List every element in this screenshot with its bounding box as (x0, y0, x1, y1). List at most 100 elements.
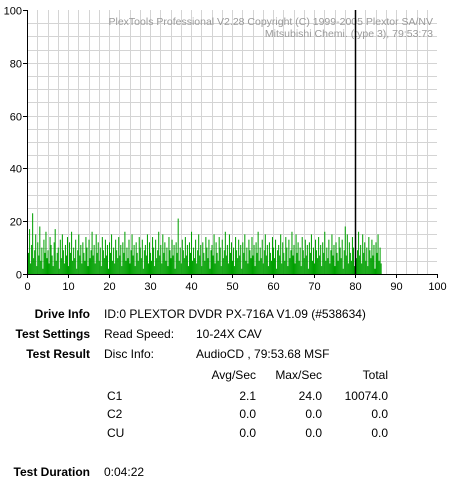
c1-bar (68, 266, 70, 274)
c1-bar (133, 244, 135, 274)
c1-bar (338, 237, 340, 274)
c1-bar (76, 268, 78, 274)
c1-bar (66, 237, 68, 274)
c1-bar (57, 247, 59, 274)
c1-bar (71, 231, 73, 274)
c1-bar (137, 260, 139, 274)
c1-bar (224, 231, 226, 274)
c1-bar (58, 268, 60, 274)
c1-bar (249, 250, 251, 274)
c1-bar (289, 258, 291, 274)
x-tick-label: 70 (308, 281, 320, 293)
c1-bar (117, 258, 119, 274)
c1-bar (192, 260, 194, 274)
c1-bar (280, 234, 282, 274)
c1-bar (98, 260, 100, 274)
c1-bar (294, 263, 296, 274)
c1-bar (63, 263, 65, 274)
c1-bar (146, 234, 148, 274)
c1-bar (179, 247, 181, 274)
c1-bar (101, 237, 103, 274)
c1-bar (113, 247, 115, 274)
c1-bar (230, 242, 232, 274)
c1-bar (345, 255, 347, 274)
c1-bar (315, 239, 317, 274)
test-duration-value: 0:04:22 (104, 465, 145, 479)
c1-avg: 2.1 (239, 389, 256, 403)
c1-bar (70, 252, 72, 274)
c1-bar (172, 255, 174, 274)
c1-bar (201, 266, 203, 274)
c1-bar (347, 263, 349, 274)
c1-bar (234, 266, 236, 274)
c1-bar (175, 242, 177, 274)
c1-bar (37, 242, 39, 274)
c1-bar (250, 258, 252, 274)
c1-bar (324, 231, 326, 274)
c1-bar (97, 242, 99, 274)
c1-bar (246, 247, 248, 274)
c1-bar (103, 258, 105, 274)
c1-bar (206, 247, 208, 274)
c1-bar (129, 263, 131, 274)
c1-bar (318, 237, 320, 274)
c1-bar (264, 234, 266, 274)
c1-bar (45, 231, 47, 274)
c1-bar (270, 260, 272, 274)
c1-bar (366, 247, 368, 274)
c1-bar (89, 258, 91, 274)
c1-bar (54, 229, 56, 274)
c1-bar (303, 258, 305, 274)
c1-bar (48, 263, 50, 274)
c1-bar (165, 260, 167, 274)
c1-bar (342, 268, 344, 274)
c1-bar (46, 258, 48, 274)
c1-bar (51, 255, 53, 274)
c1-bar (332, 255, 334, 274)
c1-bar (109, 242, 111, 274)
c1-bar (367, 266, 369, 274)
c1-bar (200, 244, 202, 274)
c1-bar (321, 266, 323, 274)
c1-bar (337, 260, 339, 274)
c1-bar (147, 263, 149, 274)
c1-bar (80, 244, 82, 274)
c1-bar (287, 266, 289, 274)
c1-bar (205, 237, 207, 274)
c1-bar (358, 231, 360, 274)
c1-bar (284, 260, 286, 274)
c1-bar (202, 242, 204, 274)
disc-info-value: AudioCD , 79:53.68 MSF (196, 347, 330, 361)
c1-bar (276, 268, 278, 274)
x-tick-label: 50 (226, 281, 238, 293)
disc-info-label: Disc Info: (104, 347, 155, 361)
c1-bar (216, 252, 218, 274)
x-tick-label: 100 (428, 281, 446, 293)
c1-bar (244, 234, 246, 274)
c1-bar (88, 239, 90, 274)
c1-bar (349, 252, 351, 274)
c1-bar (215, 242, 217, 274)
c1-bar (369, 250, 371, 274)
c1-bar (214, 263, 216, 274)
c1-bar (162, 234, 164, 274)
c1-bar (305, 255, 307, 274)
c1-bar (163, 252, 165, 274)
c1-bar (93, 244, 95, 274)
c1-bar (164, 242, 166, 274)
c1-bar (361, 263, 363, 274)
c1-bar (311, 260, 313, 274)
c1-bar (255, 242, 257, 274)
c1-bar (376, 252, 378, 274)
c1-bar (265, 255, 267, 274)
c1-bar (185, 255, 187, 274)
c1-bar (145, 255, 147, 274)
x-tick-label: 90 (390, 281, 402, 293)
x-tick-label: 60 (267, 281, 279, 293)
c1-bar (155, 239, 157, 274)
c1-bar (176, 252, 178, 274)
c1-bar (243, 252, 245, 274)
c1-bar (55, 260, 57, 274)
test-settings-label: Test Settings (15, 327, 90, 341)
c1-bar (221, 239, 223, 274)
